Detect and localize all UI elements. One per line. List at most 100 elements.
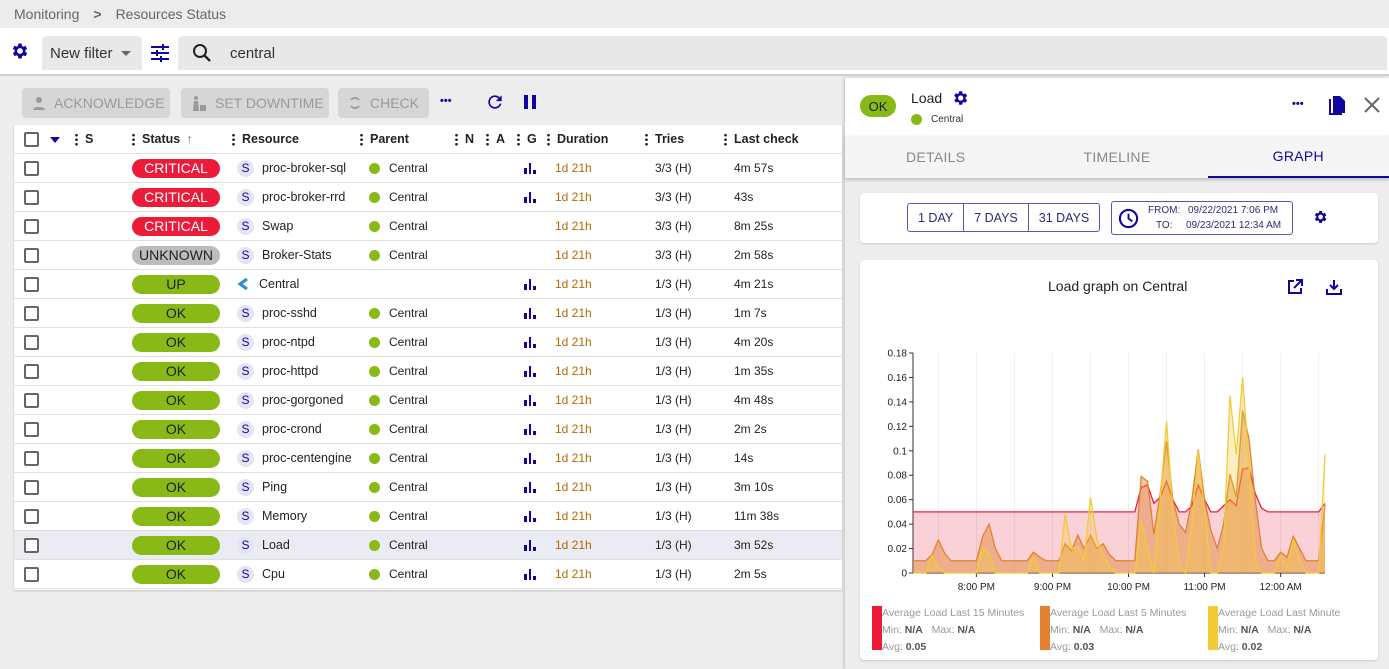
close-icon[interactable] — [1364, 97, 1380, 113]
panel-more-button[interactable]: ••• — [1292, 98, 1304, 110]
to-date[interactable]: 09/23/2021 12:34 AM — [1186, 220, 1282, 231]
set-downtime-button[interactable]: SET DOWNTIME — [181, 88, 329, 118]
graph-icon[interactable] — [524, 394, 536, 406]
parent-name[interactable]: Central — [389, 393, 428, 407]
row-checkbox[interactable] — [24, 189, 39, 205]
graph-icon[interactable] — [524, 452, 536, 464]
filter-options-icon[interactable] — [150, 44, 170, 62]
row-checkbox[interactable] — [24, 276, 39, 292]
tab-timeline[interactable]: TIMELINE — [1083, 148, 1151, 165]
resource-name[interactable]: Central — [259, 277, 300, 291]
drag-handle-icon[interactable] — [455, 132, 458, 146]
drag-handle-icon[interactable] — [724, 132, 727, 146]
column-header-status[interactable]: Status ↑ — [132, 125, 192, 153]
parent-name[interactable]: Central — [389, 538, 428, 552]
download-icon[interactable] — [1326, 279, 1342, 295]
column-header-notes[interactable]: N — [455, 125, 474, 153]
table-row[interactable]: UP Central 1d 21h 1/3 (H) 4m 21s — [14, 270, 842, 299]
resource-name[interactable]: Memory — [262, 509, 308, 523]
parent-name[interactable]: Central — [389, 567, 428, 581]
resource-name[interactable]: proc-sshd — [262, 306, 317, 320]
acknowledge-button[interactable]: ACKNOWLEDGE — [22, 88, 170, 118]
row-checkbox[interactable] — [24, 218, 39, 234]
from-date[interactable]: 09/22/2021 7:06 PM — [1188, 205, 1279, 216]
period-31-days-button[interactable]: 31 DAYS — [1038, 210, 1090, 225]
graph-icon[interactable] — [524, 539, 536, 551]
graph-options-gear-icon[interactable] — [1312, 209, 1328, 225]
table-row[interactable]: OK S Load Central 1d 21h 1/3 (H) 3m 52s — [14, 531, 842, 560]
resource-name[interactable]: Swap — [262, 219, 294, 233]
open-external-icon[interactable] — [1287, 279, 1303, 295]
breadcrumb-resources-status[interactable]: Resources Status — [115, 6, 227, 22]
table-row[interactable]: OK S Memory Central 1d 21h 1/3 (H) 11m 38… — [14, 502, 842, 531]
graph-icon[interactable] — [524, 162, 536, 174]
date-range-picker[interactable]: FROM: 09/22/2021 7:06 PM TO: 09/23/2021 … — [1111, 201, 1293, 235]
resource-name[interactable]: proc-centengine — [262, 451, 352, 465]
resource-name[interactable]: proc-broker-rrd — [262, 190, 346, 204]
table-row[interactable]: OK S Cpu Central 1d 21h 1/3 (H) 2m 5s — [14, 560, 842, 589]
parent-name[interactable]: Central — [389, 248, 428, 262]
resource-name[interactable]: proc-broker-sql — [262, 161, 347, 175]
resource-name[interactable]: Cpu — [262, 567, 285, 581]
resource-name[interactable]: proc-httpd — [262, 364, 319, 378]
resource-name[interactable]: proc-ntpd — [262, 335, 315, 349]
column-header-tries[interactable]: Tries — [645, 125, 684, 153]
graph-icon[interactable] — [524, 568, 536, 580]
select-all-checkbox[interactable] — [24, 131, 39, 147]
legend-item[interactable]: Average Load Last 5 Minutes Min: N/A Max… — [1040, 605, 1186, 656]
resource-name[interactable]: proc-gorgoned — [262, 393, 344, 407]
parent-name[interactable]: Central — [389, 364, 428, 378]
table-row[interactable]: OK S Ping Central 1d 21h 1/3 (H) 3m 10s — [14, 473, 842, 502]
graph-icon[interactable] — [524, 278, 536, 290]
graph-icon[interactable] — [524, 365, 536, 377]
period-7-days-button[interactable]: 7 DAYS — [964, 204, 1029, 231]
legend-item[interactable]: Average Load Last 15 Minutes Min: N/A Ma… — [872, 605, 1024, 656]
resource-name[interactable]: Ping — [262, 480, 288, 494]
row-checkbox[interactable] — [24, 421, 39, 437]
search-field[interactable]: central — [178, 36, 1387, 70]
column-header-duration[interactable]: Duration — [547, 125, 608, 153]
parent-name[interactable]: Central — [389, 480, 428, 494]
graph-icon[interactable] — [524, 336, 536, 348]
column-header-action[interactable]: A — [486, 125, 505, 153]
refresh-icon[interactable] — [485, 92, 505, 112]
drag-handle-icon[interactable] — [517, 132, 520, 146]
drag-handle-icon[interactable] — [645, 132, 648, 146]
column-header-resource[interactable]: Resource — [232, 125, 299, 153]
row-checkbox[interactable] — [24, 566, 39, 582]
graph-icon[interactable] — [524, 191, 536, 203]
resource-config-gear-icon[interactable] — [951, 89, 969, 107]
parent-name[interactable]: Central — [389, 335, 428, 349]
tab-graph[interactable]: GRAPH — [1207, 135, 1389, 178]
resource-name[interactable]: proc-crond — [262, 422, 322, 436]
select-menu-caret-icon[interactable] — [50, 125, 60, 153]
parent-name[interactable]: Central — [389, 306, 428, 320]
parent-name[interactable]: Central — [389, 509, 428, 523]
graph-icon[interactable] — [524, 423, 536, 435]
row-checkbox[interactable] — [24, 479, 39, 495]
drag-handle-icon[interactable] — [360, 132, 363, 146]
column-header-graph[interactable]: G — [517, 125, 537, 153]
tab-details[interactable]: DETAILS — [905, 148, 966, 165]
drag-handle-icon[interactable] — [547, 132, 550, 146]
drag-handle-icon[interactable] — [232, 132, 235, 146]
more-actions-button[interactable]: ••• — [440, 95, 452, 107]
breadcrumb-monitoring[interactable]: Monitoring — [14, 6, 80, 22]
table-row[interactable]: UNKNOWN S Broker-Stats Central 1d 21h 3/3… — [14, 241, 842, 270]
graph-icon[interactable] — [524, 481, 536, 493]
panel-parent[interactable]: Central — [931, 114, 964, 125]
row-checkbox[interactable] — [24, 334, 39, 350]
drag-handle-icon[interactable] — [75, 132, 78, 146]
parent-name[interactable]: Central — [389, 219, 428, 233]
drag-handle-icon[interactable] — [486, 132, 489, 146]
parent-name[interactable]: Central — [389, 451, 428, 465]
legend-item[interactable]: Average Load Last Minute Min: N/A Max: N… — [1208, 605, 1340, 656]
